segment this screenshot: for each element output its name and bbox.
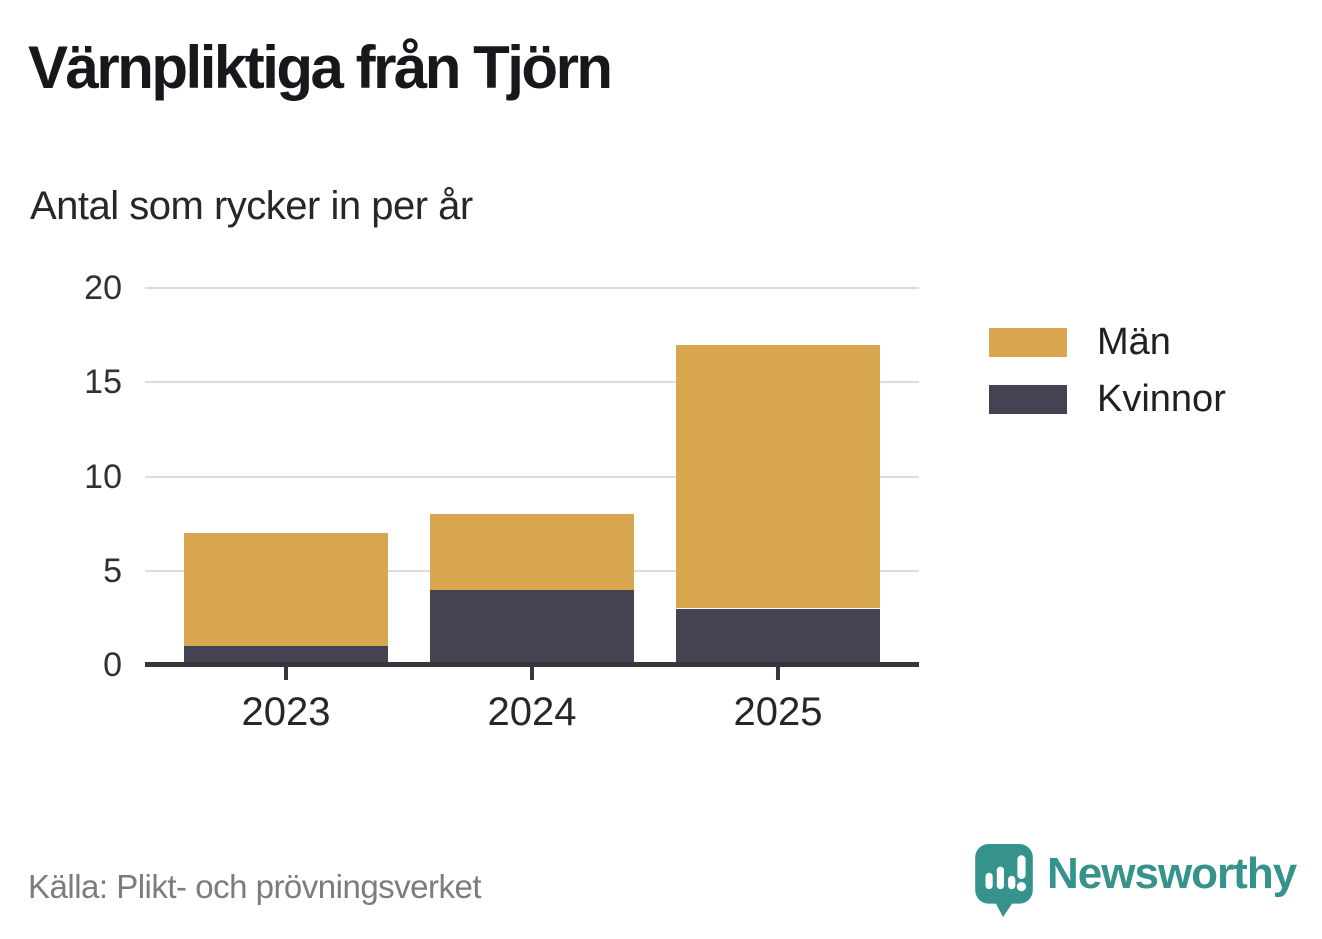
bar-segment-män-2023 xyxy=(184,533,388,647)
brand-name: Newsworthy xyxy=(1047,849,1297,898)
x-tick-2023 xyxy=(284,667,288,680)
legend-label-women: Kvinnor xyxy=(1097,378,1226,420)
x-tick-label-2023: 2023 xyxy=(241,690,331,734)
bar-segment-kvinnor-2025 xyxy=(676,608,880,666)
y-tick-label-5: 5 xyxy=(103,551,122,590)
y-tick-label-0: 0 xyxy=(103,646,122,684)
x-axis-line xyxy=(145,662,919,667)
bar-segment-män-2024 xyxy=(430,514,634,590)
chart-subtitle: Antal som rycker in per år xyxy=(30,184,473,228)
bar-segment-kvinnor-2023 xyxy=(184,646,388,665)
y-tick-label-10: 10 xyxy=(84,457,122,496)
gridline-15 xyxy=(145,381,919,384)
legend-item-women: Kvinnor xyxy=(989,378,1226,420)
brand-footer: Newsworthy xyxy=(975,844,1297,918)
legend-swatch-women xyxy=(989,385,1067,414)
chart-title: Värnpliktiga från Tjörn xyxy=(28,34,613,101)
legend: Män Kvinnor xyxy=(989,321,1226,442)
gridline-10 xyxy=(145,475,919,478)
y-tick-label-20: 20 xyxy=(84,269,122,307)
x-tick-2024 xyxy=(530,667,534,680)
legend-label-men: Män xyxy=(1097,321,1171,363)
x-tick-label-2024: 2024 xyxy=(487,690,577,734)
x-tick-2025 xyxy=(776,667,780,680)
y-tick-label-15: 15 xyxy=(84,363,122,402)
bar-segment-män-2025 xyxy=(676,344,880,609)
legend-item-men: Män xyxy=(989,321,1226,363)
legend-swatch-men xyxy=(989,328,1067,357)
source-caption: Källa: Plikt- och prövningsverket xyxy=(28,868,482,905)
x-tick-label-2025: 2025 xyxy=(733,690,823,734)
bar-segment-kvinnor-2024 xyxy=(430,589,634,665)
newsworthy-logo-icon xyxy=(975,844,1033,917)
gridline-20 xyxy=(145,287,919,289)
